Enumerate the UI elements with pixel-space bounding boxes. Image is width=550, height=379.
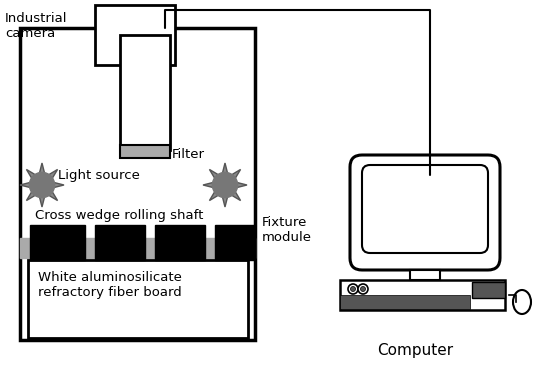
Text: Light source: Light source <box>58 169 140 182</box>
Bar <box>95 225 145 260</box>
Circle shape <box>29 172 54 197</box>
Bar <box>30 225 85 260</box>
Circle shape <box>350 287 355 291</box>
Text: Computer: Computer <box>377 343 453 358</box>
Bar <box>20 28 255 340</box>
Circle shape <box>348 284 358 294</box>
Text: White aluminosilicate
refractory fiber board: White aluminosilicate refractory fiber b… <box>38 271 182 299</box>
Polygon shape <box>203 163 247 207</box>
Bar <box>28 260 248 338</box>
FancyBboxPatch shape <box>350 155 500 270</box>
Bar <box>340 280 505 310</box>
Text: Filter: Filter <box>172 148 205 161</box>
Text: Cross wedge rolling shaft: Cross wedge rolling shaft <box>35 208 204 221</box>
Bar <box>215 225 255 260</box>
Polygon shape <box>20 163 64 207</box>
Bar <box>155 225 205 260</box>
Circle shape <box>212 172 238 197</box>
Bar <box>120 145 170 158</box>
Bar <box>120 35 170 150</box>
Circle shape <box>358 284 368 294</box>
Bar <box>20 238 255 258</box>
FancyBboxPatch shape <box>362 165 488 253</box>
Text: Industrial
camera: Industrial camera <box>5 12 68 40</box>
Text: Fixture
module: Fixture module <box>262 216 312 244</box>
Ellipse shape <box>513 290 531 314</box>
Bar <box>410 270 440 280</box>
Bar <box>472 282 505 298</box>
Bar <box>340 295 470 309</box>
Circle shape <box>360 287 366 291</box>
Bar <box>95 5 175 65</box>
